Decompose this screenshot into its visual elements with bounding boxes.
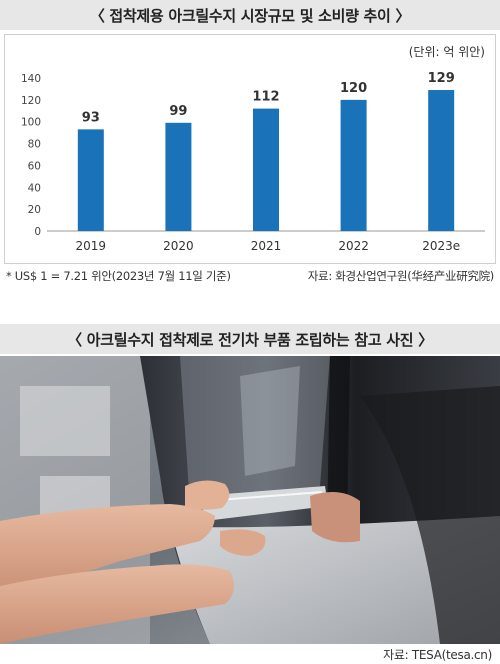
chart-source: 자료: 화경산업연구원(华经产业研究院) [307,269,495,283]
bar-value-label: 129 [428,71,455,86]
unit-label: (단위: 억 위안) [408,45,485,59]
y-tick-label: 140 [21,73,41,85]
bar-value-label: 112 [252,90,279,105]
bar-2019 [77,129,104,231]
bar-2022 [340,99,367,231]
bar-2020 [165,122,192,231]
bar-value-label: 99 [169,104,187,119]
bar-value-label: 120 [340,81,367,96]
y-tick-label: 100 [21,117,41,129]
y-tick-label: 40 [28,182,41,194]
y-tick-label: 120 [21,95,41,107]
y-tick-label: 0 [34,226,41,238]
x-tick-label: 2022 [338,239,369,253]
x-tick-label: 2020 [163,239,194,253]
y-tick-label: 60 [28,160,41,172]
exchange-rate-note: * US$ 1 = 7.21 위안(2023년 7월 11일 기준) [6,269,231,283]
chart-panel: (단위: 억 위안) 0 20 40 60 80 100 120 140 93 99 112 120… [4,34,496,264]
x-tick-label: 2023e [422,239,460,253]
x-tick-label: 2019 [76,239,107,253]
photo-source: 자료: TESA(tesa.cn) [383,648,492,662]
assembly-photo [0,356,500,644]
bar-2023e [428,90,455,231]
y-tick-label: 20 [28,204,41,216]
photo-title: 〈 아크릴수지 접착제로 전기차 부품 조립하는 참고 사진 〉 [0,324,500,354]
x-tick-label: 2021 [251,239,282,253]
y-tick-label: 80 [28,139,41,151]
bar-2021 [253,108,279,231]
chart-notes: * US$ 1 = 7.21 위안(2023년 7월 11일 기준) 자료: 화… [0,268,500,288]
chart-title: 〈 접착제용 아크릴수지 시장규모 및 소비량 추이 〉 [0,0,500,30]
bar-chart: 0 20 40 60 80 100 120 140 93 99 112 120 129 2019 202… [21,71,485,253]
bar-value-label: 93 [82,110,100,125]
